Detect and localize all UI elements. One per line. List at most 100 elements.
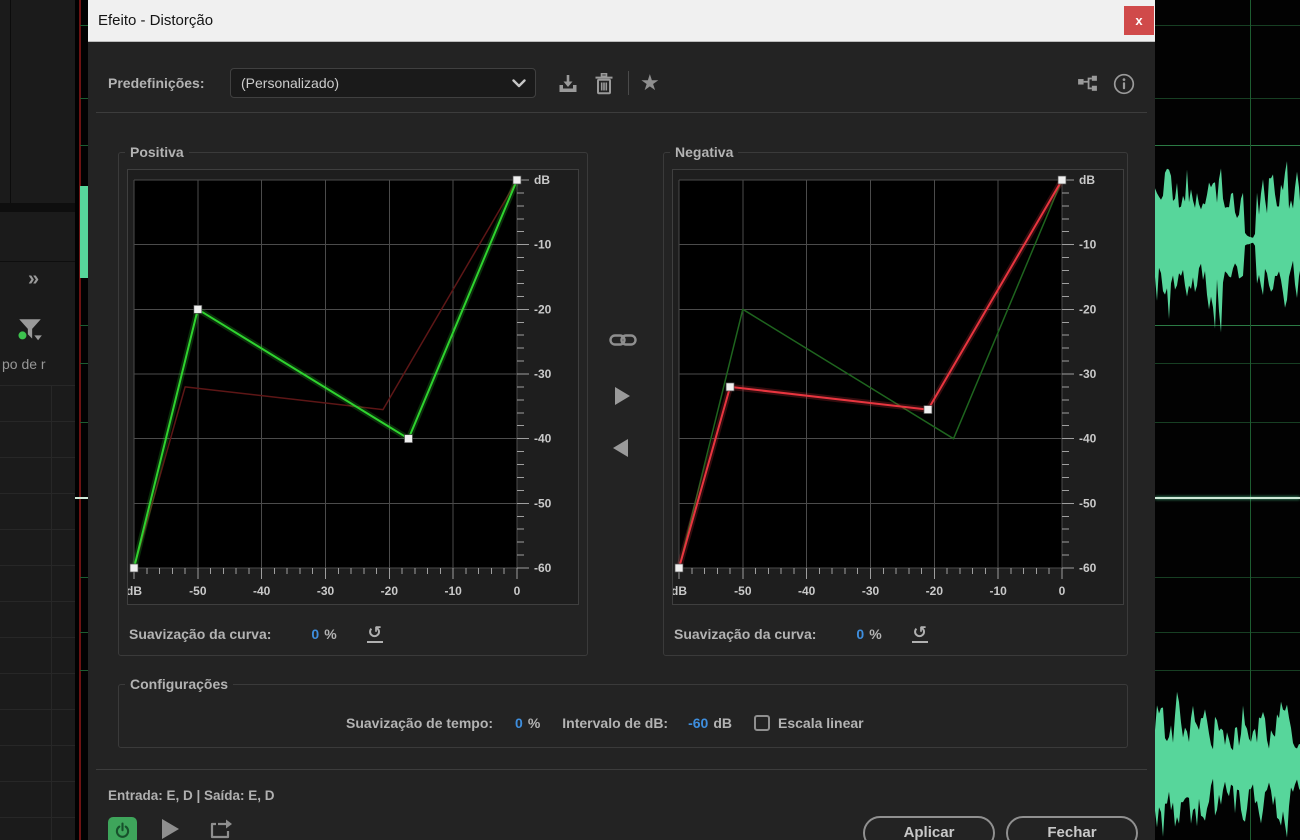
waveform-shape <box>1155 161 1300 333</box>
power-icon <box>115 822 130 838</box>
axis-ticks <box>133 179 529 579</box>
copy-left-button[interactable] <box>613 439 628 457</box>
chevron-down-icon <box>512 79 526 88</box>
group-settings-label: Configurações <box>125 675 234 694</box>
curve-point[interactable] <box>725 382 735 392</box>
panel-seam <box>0 261 75 262</box>
waveform-gridline <box>1155 25 1300 26</box>
channel-divider-line <box>75 497 88 499</box>
grid-tick <box>80 632 88 633</box>
list-row-separator <box>0 421 75 422</box>
dialog-title: Efeito - Distorção <box>98 12 214 29</box>
filter-icon[interactable] <box>16 316 44 344</box>
sidebar-column-divider <box>51 385 52 840</box>
axis-tick-label: -20 <box>381 584 399 598</box>
close-button[interactable]: x <box>1124 6 1154 35</box>
list-row-separator <box>0 457 75 458</box>
list-row-separator <box>0 745 75 746</box>
axis-labels: dB -50 -40 -30 -20 -10 0 dB -10 -20 -30 -40 -50 -60 <box>126 173 552 598</box>
expand-panel-icon[interactable]: » <box>28 268 39 290</box>
curve-point[interactable] <box>193 304 203 314</box>
linear-scale-label: Escala linear <box>778 715 864 731</box>
grid-tick <box>80 25 88 26</box>
presets-label: Predefinições: <box>108 75 205 91</box>
grid-tick <box>80 577 88 578</box>
axis-tick-label: -60 <box>534 561 552 575</box>
curve-smoothing-label: Suavização da curva: <box>674 626 817 642</box>
distortion-curve-positiva[interactable]: dB -50 -40 -30 -20 -10 0 dB -10 -20 -30 -40 -50 -60 <box>126 170 580 606</box>
curve-point[interactable] <box>674 563 684 573</box>
distortion-curve-negativa[interactable]: dB -50 -40 -30 -20 -10 0 dB -10 -20 -30 -40 -50 -60 <box>671 170 1125 606</box>
reset-icon[interactable]: ↺ <box>366 623 383 643</box>
group-positiva: Positiva dB -50 -40 -30 -20 -10 0 dB -10 -20 -30 -4… <box>118 143 588 656</box>
preset-dropdown[interactable]: (Personalizado) <box>230 68 536 98</box>
sidebar-clipped-label: po de r <box>2 356 46 372</box>
waveform-gridline <box>1155 422 1300 423</box>
panel-seam <box>0 203 75 212</box>
effect-dialog: Efeito - Distorção x Predefinições: (Per… <box>88 0 1155 840</box>
curve-curva-positiva <box>133 179 518 569</box>
graph-panel-positiva: dB -50 -40 -30 -20 -10 0 dB -10 -20 -30 -40 -50 -60 <box>126 169 580 606</box>
curve-smoothing-unit: % <box>869 626 882 642</box>
axis-tick-label: -30 <box>317 584 335 598</box>
axis-tick-label: -50 <box>734 584 752 598</box>
time-smoothing-label: Suavização de tempo: <box>346 715 494 731</box>
db-range-label: Intervalo de dB: <box>562 715 669 731</box>
dialog-titlebar[interactable]: Efeito - Distorção <box>88 0 1155 42</box>
grid-tick <box>80 145 88 146</box>
panel-seam <box>10 0 11 203</box>
curve-smoothing-value[interactable]: 0 <box>311 626 320 642</box>
axis-tick-label: -40 <box>253 584 271 598</box>
curve-point[interactable] <box>404 434 413 444</box>
waveform-gridline <box>1155 363 1300 364</box>
waveform-gridline <box>1155 632 1300 633</box>
link-channels-icon[interactable] <box>609 330 637 350</box>
curve-point[interactable] <box>129 563 139 573</box>
axis-tick-label: -50 <box>534 496 552 510</box>
axis-tick-label: -10 <box>444 584 462 598</box>
delete-preset-button[interactable] <box>590 70 618 98</box>
close-dialog-button[interactable]: Fechar <box>1006 816 1138 840</box>
play-through-loop-button[interactable] <box>208 818 234 840</box>
axis-tick-label: -60 <box>1079 561 1097 575</box>
reset-icon[interactable]: ↺ <box>911 623 928 643</box>
audio-waveforms <box>1155 161 1300 838</box>
grid-tick <box>80 325 88 326</box>
effect-power-toggle[interactable] <box>108 817 137 840</box>
curve-point[interactable] <box>923 405 933 414</box>
effect-routing-button[interactable] <box>1074 70 1102 98</box>
list-row-separator <box>0 637 75 638</box>
grid-tick <box>80 670 88 671</box>
save-preset-button[interactable] <box>554 70 582 98</box>
favorite-star-button[interactable]: ★ <box>640 70 660 95</box>
io-channels-text: Entrada: E, D | Saída: E, D <box>108 788 275 803</box>
list-row-separator <box>0 781 75 782</box>
axis-tick-label: -40 <box>798 584 816 598</box>
group-negativa-label: Negativa <box>670 143 739 162</box>
info-button[interactable] <box>1110 70 1138 98</box>
save-icon <box>559 75 577 92</box>
curve-referencia-negativa <box>133 179 518 569</box>
background-waveform-left-strip <box>75 0 88 840</box>
axis-tick-label: -40 <box>534 432 552 446</box>
axis-tick-label: -30 <box>534 367 552 381</box>
axis-tick-label: dB <box>534 173 550 187</box>
db-range-value[interactable]: -60 <box>688 715 709 731</box>
axis-tick-label: -40 <box>1079 432 1097 446</box>
axis-tick-label: dB <box>673 584 687 598</box>
linear-scale-checkbox[interactable] <box>754 715 770 731</box>
trash-icon <box>595 72 613 95</box>
axis-tick-label: -10 <box>989 584 1007 598</box>
curve-smoothing-value[interactable]: 0 <box>856 626 865 642</box>
curve-point[interactable] <box>512 175 522 185</box>
group-positiva-label: Positiva <box>125 143 189 162</box>
axis-tick-label: -50 <box>1079 496 1097 510</box>
preview-play-button[interactable] <box>162 819 179 839</box>
grid-tick <box>80 98 88 99</box>
apply-button[interactable]: Aplicar <box>863 816 995 840</box>
time-smoothing-value[interactable]: 0 <box>515 715 523 731</box>
copy-right-button[interactable] <box>615 387 630 405</box>
axis-tick-label: -30 <box>1079 367 1097 381</box>
curve-point[interactable] <box>1057 175 1067 185</box>
